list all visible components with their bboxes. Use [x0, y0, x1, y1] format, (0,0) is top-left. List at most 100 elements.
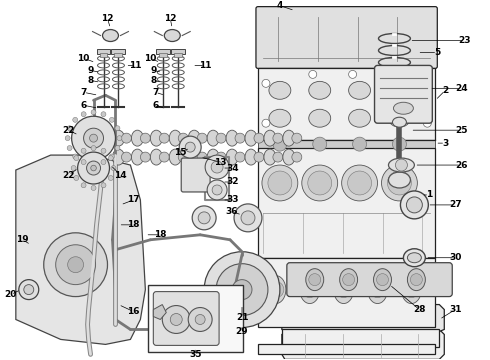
Ellipse shape	[283, 149, 295, 165]
Circle shape	[216, 264, 268, 315]
Text: 35: 35	[189, 350, 201, 359]
Ellipse shape	[273, 152, 283, 162]
Ellipse shape	[348, 109, 370, 127]
Ellipse shape	[197, 152, 207, 162]
Circle shape	[212, 185, 222, 195]
Ellipse shape	[254, 133, 264, 143]
Text: 4: 4	[277, 1, 283, 10]
Circle shape	[72, 116, 116, 160]
Ellipse shape	[178, 133, 188, 143]
Circle shape	[77, 152, 109, 184]
Circle shape	[109, 117, 114, 122]
Ellipse shape	[273, 133, 283, 143]
Text: 19: 19	[17, 235, 29, 244]
Circle shape	[309, 274, 321, 285]
Bar	[115, 53, 122, 58]
Ellipse shape	[164, 30, 180, 41]
Circle shape	[91, 162, 96, 167]
Ellipse shape	[245, 130, 257, 146]
Circle shape	[268, 171, 292, 195]
Text: 30: 30	[449, 253, 462, 262]
Text: 11: 11	[199, 61, 211, 70]
Ellipse shape	[348, 81, 370, 99]
Ellipse shape	[216, 133, 226, 143]
Circle shape	[207, 180, 227, 200]
Circle shape	[73, 117, 78, 122]
Polygon shape	[282, 305, 444, 332]
Text: 10: 10	[77, 54, 90, 63]
Text: 14: 14	[114, 171, 127, 180]
Circle shape	[403, 282, 419, 298]
Circle shape	[382, 165, 417, 201]
Ellipse shape	[269, 81, 291, 99]
Circle shape	[348, 71, 357, 78]
Ellipse shape	[392, 117, 406, 127]
Circle shape	[19, 280, 39, 300]
Circle shape	[198, 212, 210, 224]
Ellipse shape	[264, 130, 276, 146]
Circle shape	[302, 282, 318, 298]
Circle shape	[313, 137, 327, 151]
Bar	[174, 53, 182, 58]
Text: 2: 2	[442, 86, 448, 95]
Ellipse shape	[292, 133, 302, 143]
Ellipse shape	[159, 152, 169, 162]
Circle shape	[56, 245, 96, 285]
Text: 17: 17	[127, 195, 140, 204]
Circle shape	[170, 314, 182, 325]
FancyBboxPatch shape	[258, 345, 435, 354]
Circle shape	[101, 183, 106, 188]
Circle shape	[309, 71, 317, 78]
Text: 3: 3	[442, 139, 448, 148]
Circle shape	[211, 161, 223, 173]
Circle shape	[111, 166, 116, 171]
Circle shape	[234, 204, 262, 232]
Ellipse shape	[368, 276, 388, 303]
Text: 5: 5	[434, 48, 441, 57]
Circle shape	[81, 148, 86, 153]
Circle shape	[68, 257, 84, 273]
Text: 22: 22	[62, 126, 75, 135]
Circle shape	[188, 307, 212, 332]
Text: 26: 26	[455, 161, 467, 170]
Circle shape	[179, 136, 201, 158]
Circle shape	[342, 165, 377, 201]
Ellipse shape	[102, 30, 119, 41]
Text: 36: 36	[226, 207, 238, 216]
Bar	[258, 68, 435, 140]
Text: 28: 28	[413, 305, 426, 314]
Ellipse shape	[150, 130, 162, 146]
Ellipse shape	[300, 276, 320, 303]
Circle shape	[87, 161, 100, 175]
Ellipse shape	[113, 130, 124, 146]
Ellipse shape	[403, 249, 425, 267]
Circle shape	[101, 112, 106, 117]
Circle shape	[423, 79, 431, 87]
Circle shape	[91, 165, 97, 171]
Ellipse shape	[389, 81, 411, 99]
Text: 12: 12	[101, 14, 114, 23]
Circle shape	[192, 206, 216, 230]
Circle shape	[74, 156, 79, 161]
Circle shape	[90, 134, 98, 142]
FancyBboxPatch shape	[181, 158, 210, 192]
Text: 10: 10	[144, 54, 156, 63]
Circle shape	[268, 282, 284, 298]
Circle shape	[109, 154, 114, 159]
Ellipse shape	[306, 269, 324, 291]
Ellipse shape	[401, 276, 421, 303]
Ellipse shape	[235, 133, 245, 143]
Circle shape	[195, 315, 205, 324]
Text: 25: 25	[455, 126, 467, 135]
Circle shape	[65, 136, 70, 141]
Circle shape	[388, 171, 412, 195]
Text: 6: 6	[152, 101, 158, 110]
Ellipse shape	[178, 152, 188, 162]
Circle shape	[71, 166, 76, 171]
Text: 32: 32	[227, 177, 239, 186]
Text: 13: 13	[214, 158, 226, 167]
Bar	[258, 148, 435, 258]
Bar	[148, 285, 243, 352]
Text: 23: 23	[458, 36, 470, 45]
Circle shape	[389, 71, 396, 78]
